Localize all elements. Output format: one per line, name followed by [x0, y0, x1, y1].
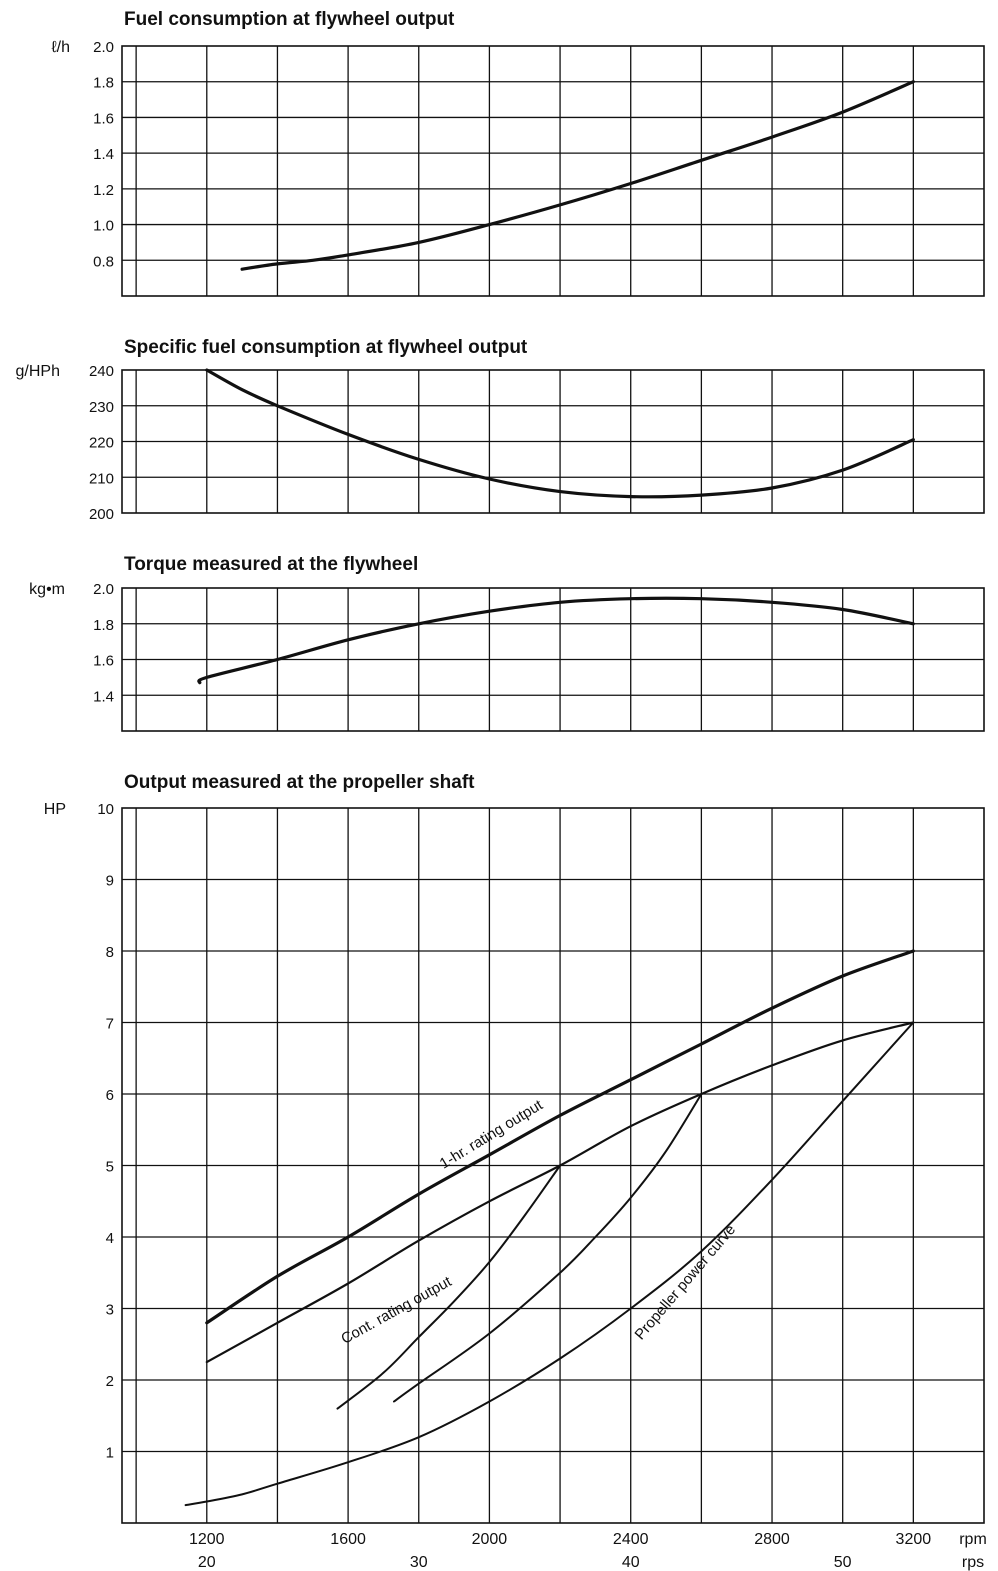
y-tick-label: 1.4: [93, 688, 114, 705]
y-tick-label: 220: [89, 435, 114, 452]
chart-title: Torque measured at the flywheel: [124, 554, 418, 575]
y-tick-label: 1: [106, 1445, 114, 1462]
y-tick-label: 240: [89, 363, 114, 380]
chart-title: Specific fuel consumption at flywheel ou…: [124, 337, 528, 358]
plot-frame: [121, 807, 985, 1524]
y-tick-label: 1.0: [93, 218, 114, 235]
series-line: [393, 1093, 703, 1403]
series-line: [184, 1021, 915, 1507]
y-tick-label: 9: [106, 873, 114, 890]
series-line: [205, 368, 915, 499]
series-line: [240, 80, 915, 271]
y-tick-label: 210: [89, 470, 114, 487]
y-tick-label: 1.8: [93, 617, 114, 634]
plot-frame: [121, 45, 985, 297]
y-tick-label: 8: [106, 944, 114, 961]
y-tick-label: 1.4: [93, 146, 114, 163]
y-tick-label: 10: [97, 801, 114, 818]
y-tick-label: 2.0: [93, 581, 114, 598]
x-tick-label-rpm: 3200: [896, 1531, 932, 1548]
plot-frame: [121, 369, 985, 514]
chart-title: Output measured at the propeller shaft: [124, 772, 475, 793]
y-tick-label: 1.8: [93, 75, 114, 92]
y-tick-label: 6: [106, 1087, 114, 1104]
y-tick-label: 7: [106, 1016, 114, 1033]
series-line: [336, 1164, 562, 1410]
y-tick-label: 3: [106, 1302, 114, 1319]
y-tick-label: 230: [89, 399, 114, 416]
x-tick-label-rpm: 1600: [330, 1531, 366, 1548]
x-tick-label-rps: 20: [198, 1554, 216, 1571]
y-tick-label: 1.6: [93, 653, 114, 670]
plot-frame: [121, 587, 985, 732]
y-tick-label: 4: [106, 1230, 114, 1247]
x-tick-label-rps: 40: [622, 1554, 640, 1571]
series-annotation: Propeller power curve: [631, 1221, 739, 1343]
x-tick-label-rps: 30: [410, 1554, 428, 1571]
y-tick-label: 1.6: [93, 110, 114, 127]
x-tick-label-rpm: 2400: [613, 1531, 649, 1548]
y-axis-unit: kg•m: [29, 581, 65, 598]
x-tick-label-rpm: 2000: [472, 1531, 508, 1548]
x-tick-label-rps: 50: [834, 1554, 852, 1571]
x-axis-unit-rps: rps: [962, 1554, 984, 1571]
y-axis-unit: ℓ/h: [51, 39, 70, 56]
chart-title: Fuel consumption at flywheel output: [124, 9, 455, 30]
y-tick-label: 200: [89, 506, 114, 523]
y-tick-label: 5: [106, 1159, 114, 1176]
y-tick-label: 1.2: [93, 182, 114, 199]
y-tick-label: 2.0: [93, 39, 114, 56]
y-axis-unit: HP: [44, 801, 66, 818]
y-axis-unit: g/HPh: [16, 363, 60, 380]
series-line: [205, 949, 915, 1325]
x-tick-label-rpm: 1200: [189, 1531, 225, 1548]
series-annotation: Cont. rating output: [338, 1273, 455, 1348]
x-axis-unit-rpm: rpm: [959, 1531, 987, 1548]
x-tick-label-rpm: 2800: [754, 1531, 790, 1548]
y-tick-label: 0.8: [93, 253, 114, 270]
y-tick-label: 2: [106, 1373, 114, 1390]
series-line: [197, 596, 915, 685]
series-annotation: 1-hr. rating output: [437, 1096, 547, 1172]
